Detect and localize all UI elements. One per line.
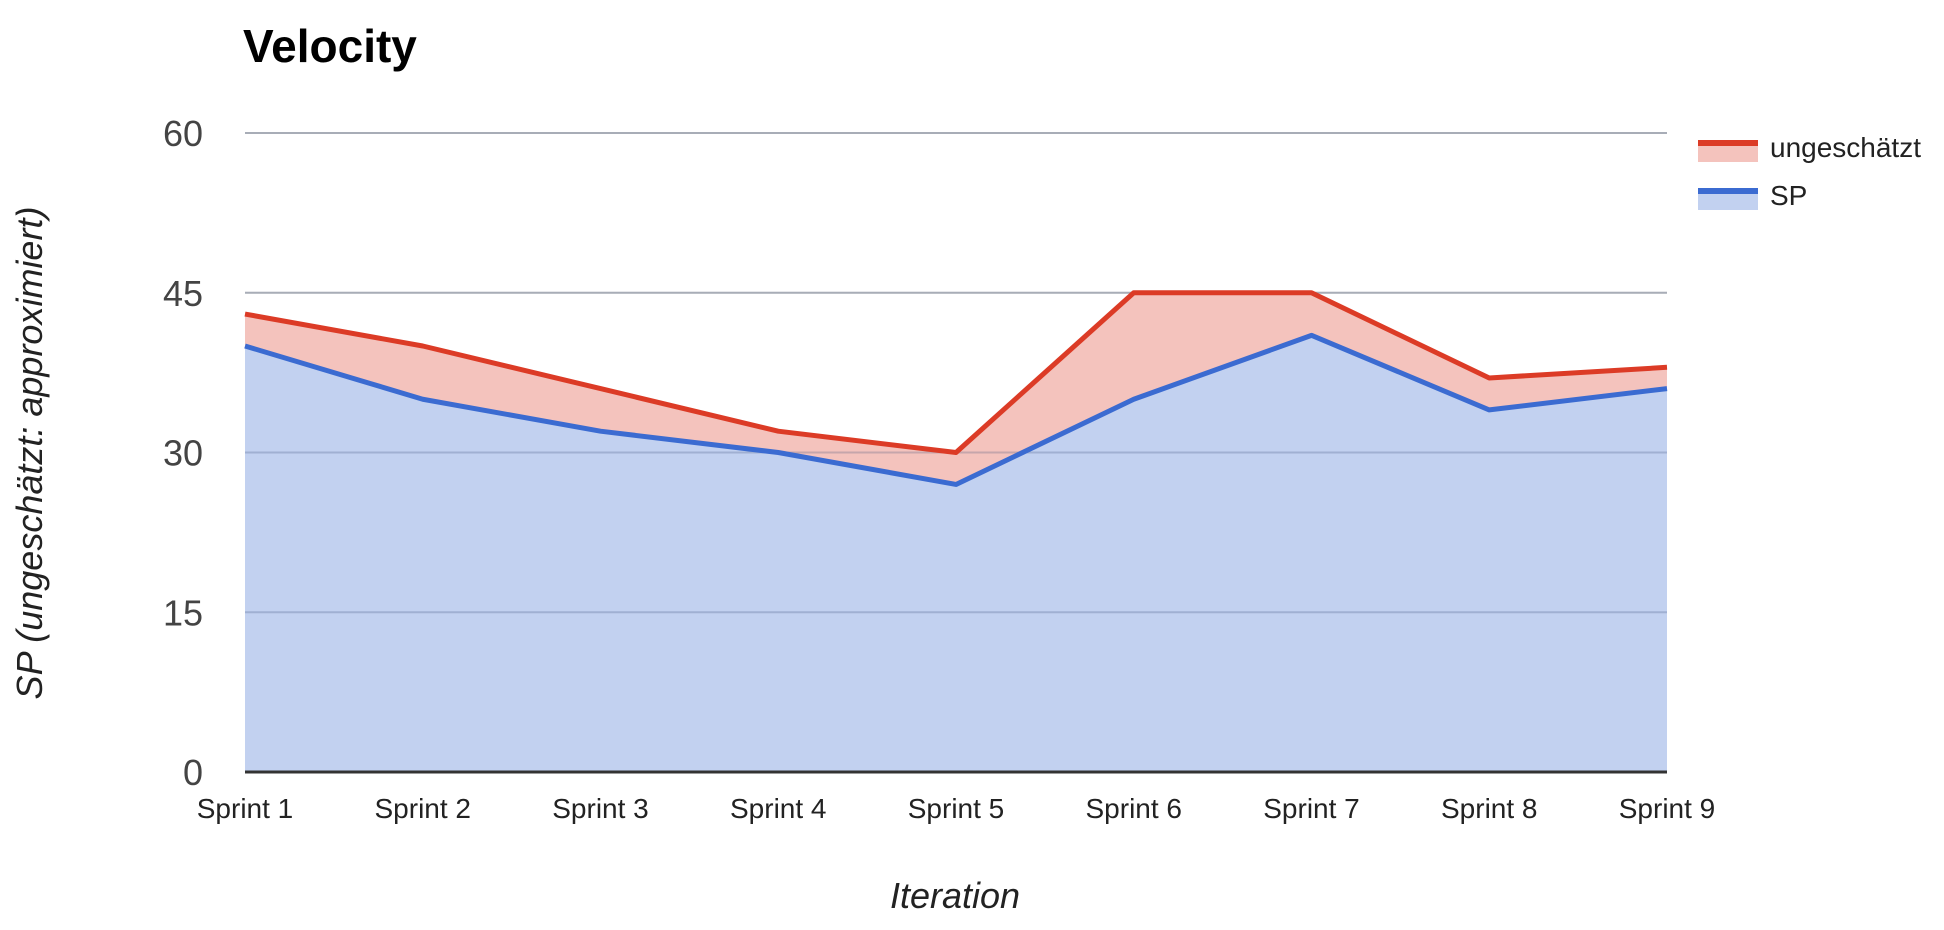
x-axis-title: Iteration (890, 875, 1020, 916)
y-tick-label: 0 (183, 752, 203, 793)
x-tick-label: Sprint 2 (375, 793, 472, 824)
area-ungesch-tzt (245, 292, 1667, 485)
x-tick-label: Sprint 1 (197, 793, 294, 824)
legend-swatch-line (1698, 188, 1758, 194)
y-tick-label: 30 (163, 433, 203, 474)
series-lines (244, 290, 1668, 487)
x-axis-ticks: Sprint 1 Sprint 2 Sprint 3 Sprint 4 Sprint 5… (197, 793, 1716, 824)
x-tick-label: Sprint 5 (908, 793, 1005, 824)
line-sp (244, 332, 1668, 487)
line-ungesch-tzt (244, 290, 1668, 455)
legend-swatch-line (1698, 140, 1758, 146)
x-tick-label: Sprint 3 (552, 793, 649, 824)
y-tick-label: 60 (163, 113, 203, 154)
x-tick-label: Sprint 9 (1619, 793, 1716, 824)
x-tick-label: Sprint 6 (1086, 793, 1183, 824)
y-axis-title: SP (ungeschätzt: approximiert) (9, 207, 50, 700)
area-sp (245, 335, 1667, 772)
area-fills (245, 132, 1667, 774)
chart-title: Velocity (243, 20, 417, 72)
legend-label: ungeschätzt (1770, 132, 1921, 163)
x-tick-label: Sprint 7 (1263, 793, 1360, 824)
legend-label: SP (1770, 180, 1807, 211)
y-tick-label: 15 (163, 592, 203, 633)
y-tick-label: 45 (163, 273, 203, 314)
legend: ungeschätzt SP (1698, 132, 1921, 211)
x-tick-label: Sprint 4 (730, 793, 827, 824)
y-axis-ticks: 0 15 30 45 60 (163, 113, 203, 793)
x-tick-label: Sprint 8 (1441, 793, 1538, 824)
